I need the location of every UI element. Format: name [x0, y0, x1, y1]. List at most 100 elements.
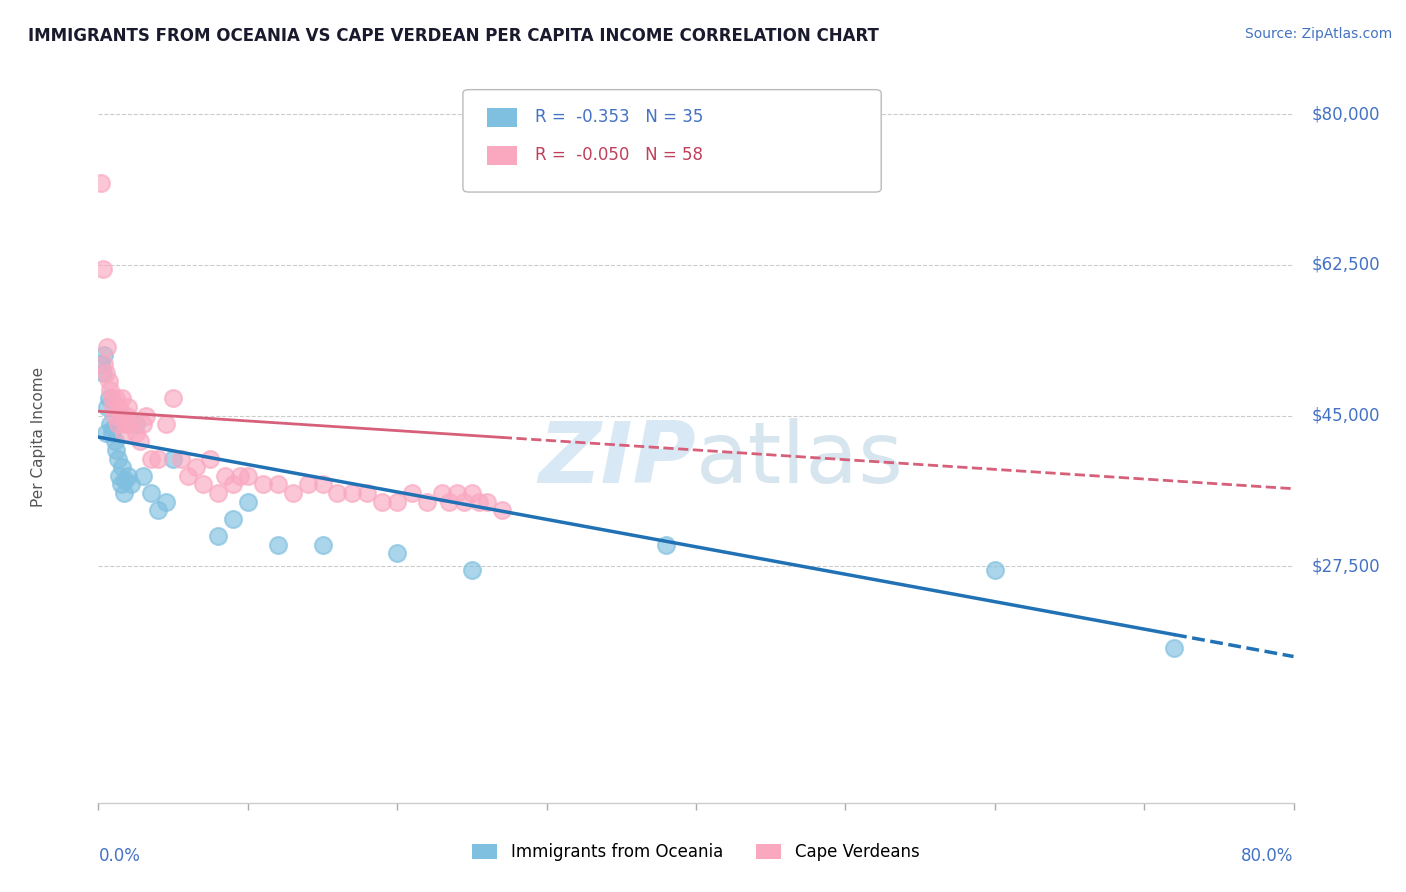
Point	[125, 425, 148, 440]
Point	[139, 451, 162, 466]
Point	[111, 392, 134, 406]
Point	[107, 451, 129, 466]
Point	[342, 486, 364, 500]
Point	[461, 486, 484, 500]
Point	[93, 348, 115, 362]
Point	[401, 486, 423, 500]
Point	[148, 503, 170, 517]
Point	[984, 564, 1007, 578]
Point	[267, 477, 290, 491]
Point	[103, 421, 125, 435]
Point	[475, 494, 498, 508]
Point	[439, 494, 461, 508]
Point	[162, 451, 184, 466]
Text: $45,000: $45,000	[1312, 407, 1379, 425]
Text: R =  -0.353   N = 35: R = -0.353 N = 35	[534, 109, 703, 127]
Point	[155, 417, 177, 432]
Point	[139, 486, 162, 500]
Point	[132, 468, 155, 483]
Text: 0.0%: 0.0%	[98, 847, 141, 864]
Point	[162, 392, 184, 406]
Text: R =  -0.050   N = 58: R = -0.050 N = 58	[534, 146, 703, 164]
Point	[94, 366, 117, 380]
Point	[169, 451, 191, 466]
Text: $62,500: $62,500	[1312, 256, 1381, 274]
Point	[97, 374, 120, 388]
Point	[326, 486, 349, 500]
Point	[155, 494, 177, 508]
Point	[177, 468, 200, 483]
Point	[90, 176, 112, 190]
Text: Source: ZipAtlas.com: Source: ZipAtlas.com	[1244, 27, 1392, 41]
Point	[91, 366, 114, 380]
Point	[110, 409, 132, 423]
Text: IMMIGRANTS FROM OCEANIA VS CAPE VERDEAN PER CAPITA INCOME CORRELATION CHART: IMMIGRANTS FROM OCEANIA VS CAPE VERDEAN …	[28, 27, 879, 45]
Legend: Immigrants from Oceania, Cape Verdeans: Immigrants from Oceania, Cape Verdeans	[465, 837, 927, 868]
Point	[96, 400, 118, 414]
Point	[229, 468, 252, 483]
Point	[236, 468, 259, 483]
Point	[184, 460, 207, 475]
Point	[236, 494, 259, 508]
Point	[114, 473, 136, 487]
Point	[103, 400, 125, 414]
Point	[371, 494, 394, 508]
Point	[461, 564, 484, 578]
Point	[125, 417, 148, 432]
Point	[207, 529, 229, 543]
Point	[105, 392, 128, 406]
Point	[112, 425, 135, 440]
FancyBboxPatch shape	[486, 146, 517, 165]
Point	[108, 400, 131, 414]
Point	[98, 383, 122, 397]
Point	[101, 392, 124, 406]
Point	[356, 486, 378, 500]
Point	[214, 468, 236, 483]
Point	[267, 538, 290, 552]
Point	[311, 477, 333, 491]
Point	[430, 486, 453, 500]
Point	[148, 451, 170, 466]
Point	[453, 494, 475, 508]
Point	[1163, 640, 1185, 655]
Point	[446, 486, 468, 500]
Point	[108, 468, 131, 483]
Point	[101, 425, 124, 440]
Point	[416, 494, 439, 508]
Point	[200, 451, 222, 466]
Point	[297, 477, 319, 491]
Point	[135, 409, 157, 423]
Text: ZIP: ZIP	[538, 417, 696, 500]
Point	[96, 340, 118, 354]
Point	[491, 503, 513, 517]
Text: 80.0%: 80.0%	[1241, 847, 1294, 864]
Point	[252, 477, 274, 491]
Point	[281, 486, 304, 500]
Text: atlas: atlas	[696, 417, 904, 500]
Point	[207, 486, 229, 500]
Point	[98, 417, 122, 432]
Text: Per Capita Income: Per Capita Income	[31, 367, 46, 508]
Point	[90, 357, 112, 371]
Point	[385, 494, 409, 508]
Point	[112, 486, 135, 500]
Text: $80,000: $80,000	[1312, 105, 1379, 123]
Point	[91, 262, 114, 277]
Text: $27,500: $27,500	[1312, 558, 1381, 575]
Point	[132, 417, 155, 432]
Point	[120, 477, 142, 491]
Point	[655, 538, 678, 552]
Point	[129, 434, 152, 449]
Point	[120, 417, 142, 432]
Point	[107, 417, 129, 432]
Point	[104, 434, 127, 449]
Point	[222, 512, 245, 526]
Point	[105, 442, 128, 457]
Point	[222, 477, 245, 491]
Point	[94, 425, 117, 440]
Point	[111, 460, 134, 475]
Point	[93, 357, 115, 371]
Point	[117, 468, 139, 483]
Point	[97, 392, 120, 406]
Point	[114, 417, 136, 432]
